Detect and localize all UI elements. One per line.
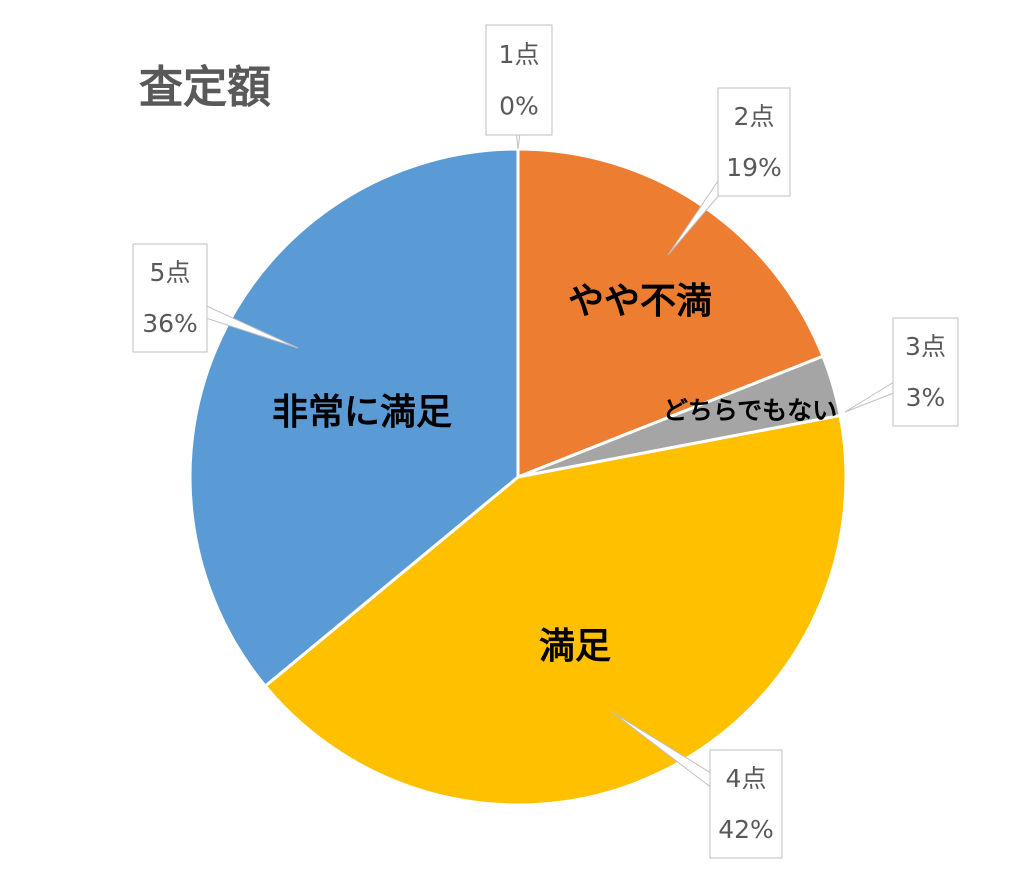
- callout-box: [892, 317, 959, 427]
- slice-label: 満足: [539, 626, 611, 667]
- callout-box: [717, 87, 791, 197]
- legend-label: 1点: [499, 40, 540, 69]
- value-label: 3%: [906, 383, 946, 412]
- callout-box: [485, 24, 553, 136]
- chart-title: 査定額: [139, 62, 271, 113]
- value-label: 42%: [718, 815, 774, 844]
- callout-box: [132, 243, 208, 353]
- slice-label: どちらでもない: [663, 396, 837, 425]
- slice-label: 非常に満足: [272, 392, 452, 433]
- pie-slice: [263, 413, 848, 807]
- legend-label: 2点: [734, 102, 775, 131]
- callout-box: [709, 749, 783, 859]
- legend-label: 5点: [150, 258, 191, 287]
- value-label: 0%: [499, 92, 539, 121]
- value-label: 36%: [142, 309, 198, 338]
- value-label: 19%: [726, 153, 782, 182]
- slice-label: やや不満: [568, 281, 712, 322]
- legend-label: 3点: [905, 332, 946, 361]
- legend-label: 4点: [726, 764, 767, 793]
- pie-slice: [188, 147, 520, 689]
